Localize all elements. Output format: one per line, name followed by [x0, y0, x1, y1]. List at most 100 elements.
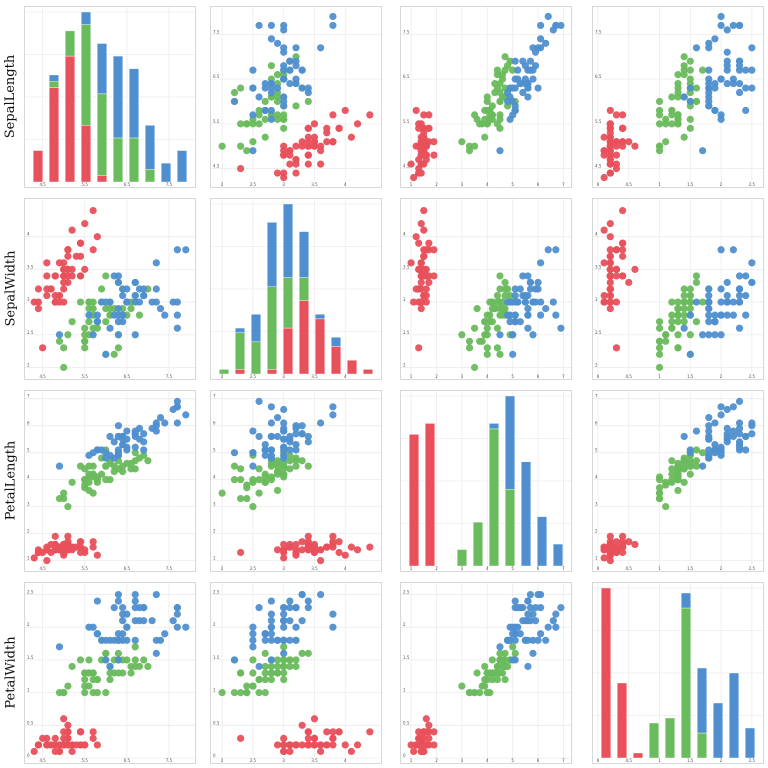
histogram-bar-segment	[81, 11, 92, 25]
scatter-point	[655, 111, 664, 119]
scatter-point	[93, 597, 101, 605]
scatter-point	[407, 160, 415, 168]
scatter-point	[483, 344, 491, 352]
scatter-point	[493, 344, 502, 352]
scatter-point	[292, 44, 300, 52]
scatter-point	[491, 669, 499, 677]
scatter-point	[674, 305, 682, 313]
y-tick-label: 7	[213, 394, 216, 399]
scatter-point	[243, 147, 251, 155]
scatter-point	[537, 21, 545, 30]
scatter-point	[552, 246, 560, 254]
scatter-point	[662, 331, 670, 339]
y-tick-label: 4.5	[403, 164, 410, 169]
scatter-point	[64, 540, 72, 549]
scatter-point	[686, 57, 694, 65]
x-tick-label: 2.5	[749, 374, 756, 379]
panel-sepallength-vs-sepallength: 4.5 5.5 6.5 7.5	[24, 6, 196, 188]
x-tick-label: 2	[221, 374, 224, 379]
scatter-point	[255, 489, 263, 497]
scatter-point	[218, 689, 226, 697]
scatter-point	[526, 66, 535, 74]
y-tick-label: 1	[403, 688, 406, 693]
x-tick-label: 4	[486, 758, 489, 763]
scatter-point	[261, 675, 269, 684]
scatter-point	[519, 617, 527, 625]
scatter-point	[674, 473, 682, 481]
scatter-point	[606, 532, 614, 540]
scatter-point	[119, 617, 127, 625]
scatter-point	[131, 604, 139, 612]
scatter-point	[102, 656, 110, 664]
scatter-point	[140, 446, 148, 454]
scatter-point	[717, 285, 725, 293]
scatter-point	[286, 604, 294, 612]
scatter-point	[323, 129, 331, 137]
histogram-bar-segment	[282, 277, 293, 329]
scatter-point	[496, 147, 504, 155]
scatter-point	[261, 630, 269, 638]
x-tick-label: 2	[720, 758, 723, 763]
scatter-point	[140, 656, 148, 664]
scatter-point	[267, 419, 275, 427]
scatter-point	[60, 546, 68, 554]
scatter-point	[173, 298, 181, 306]
scatter-point	[292, 102, 300, 110]
scatter-point	[705, 446, 713, 454]
scatter-point	[152, 259, 160, 267]
x-tick-label: 6	[537, 374, 540, 379]
scatter-point	[72, 543, 80, 551]
scatter-point	[43, 272, 51, 280]
scatter-point	[655, 120, 664, 128]
scatter-point	[470, 324, 479, 332]
x-tick-label: 2.5	[749, 566, 756, 571]
x-tick-label: 2	[221, 758, 224, 763]
scatter-point	[600, 291, 608, 300]
scatter-point	[509, 331, 517, 339]
scatter-point	[511, 649, 519, 657]
scatter-point	[261, 636, 269, 644]
scatter-point	[729, 298, 737, 306]
scatter-point	[304, 138, 312, 146]
scatter-point	[537, 630, 545, 638]
scatter-point	[680, 285, 688, 293]
scatter-point	[64, 682, 72, 690]
y-tick-label: 2	[213, 529, 216, 534]
scatter-point	[298, 617, 306, 625]
scatter-point	[298, 84, 306, 92]
scatter-point	[292, 662, 300, 671]
scatter-point	[529, 75, 537, 83]
scatter-point	[514, 623, 522, 631]
scatter-point	[182, 411, 190, 419]
x-tick-label: 7	[562, 374, 565, 379]
scatter-point	[102, 649, 110, 657]
scatter-point	[273, 662, 282, 671]
scatter-point	[537, 590, 545, 599]
scatter-point	[748, 259, 756, 267]
scatter-point	[273, 111, 282, 119]
scatter-point	[329, 532, 337, 540]
scatter-point	[131, 331, 139, 339]
scatter-point	[465, 142, 474, 150]
scatter-point	[631, 142, 639, 150]
y-tick-label: 4	[27, 232, 30, 237]
scatter-point	[606, 246, 614, 254]
scatter-point	[280, 643, 288, 651]
scatter-point	[723, 438, 731, 446]
scatter-point	[64, 252, 72, 260]
scatter-point	[230, 462, 239, 470]
histogram-bar-segment	[314, 314, 325, 320]
scatter-point	[735, 79, 744, 88]
scatter-point	[729, 246, 737, 254]
histogram-bar-segment	[633, 752, 644, 759]
scatter-point	[280, 662, 288, 671]
scatter-point	[483, 331, 491, 339]
scatter-point	[304, 597, 312, 605]
y-tick-label: 4	[595, 232, 598, 237]
scatter-point	[329, 623, 337, 631]
scatter-point	[674, 318, 682, 326]
scatter-point	[557, 21, 565, 30]
x-tick-label: 4	[344, 758, 347, 763]
scatter-point	[304, 543, 312, 551]
scatter-point	[317, 160, 325, 168]
